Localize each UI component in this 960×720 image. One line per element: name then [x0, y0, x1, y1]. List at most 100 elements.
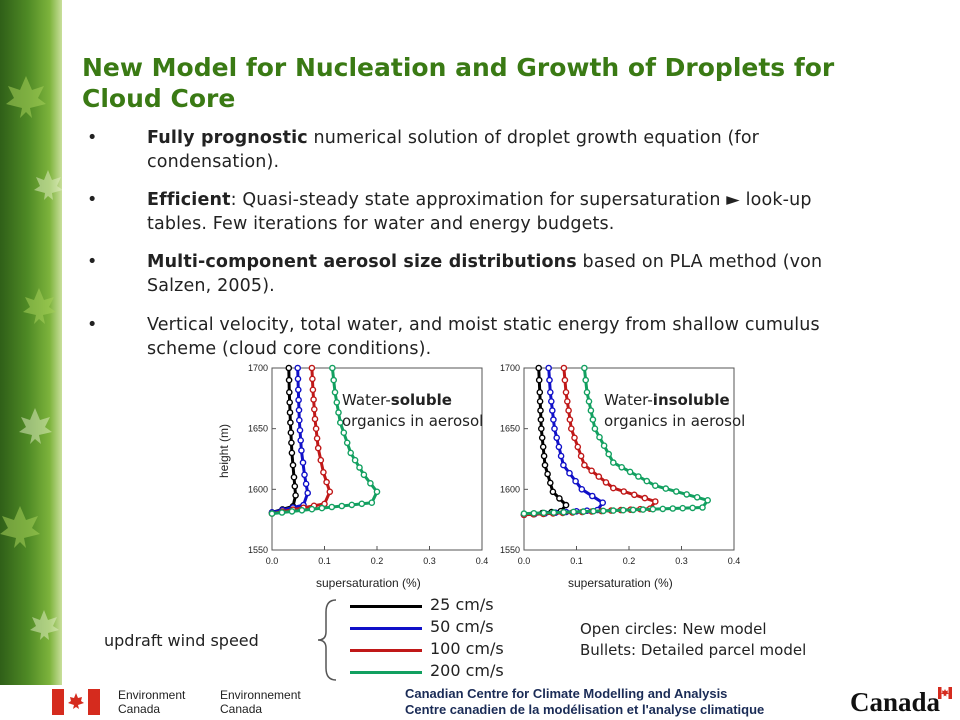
y-tick-label: 1600	[500, 484, 520, 494]
data-point	[553, 434, 560, 442]
data-point	[288, 508, 296, 515]
data-point	[550, 509, 558, 516]
data-point	[689, 504, 696, 512]
marker-notes: Open circles: New model Bullets: Detaile…	[580, 619, 806, 661]
bullet-rest-text: numerical solution of droplet growth equ…	[147, 128, 760, 172]
bullet-rest-text: Vertical velocity, total water, and mois…	[147, 315, 820, 359]
data-point	[546, 376, 553, 384]
data-point	[298, 447, 305, 454]
data-point	[290, 473, 298, 481]
y-tick-label: 1600	[248, 484, 268, 494]
bullet-rest-text: : Quasi-steady state approximation for s…	[147, 190, 812, 234]
maple-leaf-pattern-icon	[0, 76, 62, 640]
data-point	[599, 499, 606, 506]
x-tick-label: 0.3	[675, 556, 688, 566]
data-point	[659, 505, 667, 513]
data-point	[301, 471, 308, 479]
data-point	[580, 508, 587, 515]
data-point	[566, 416, 574, 423]
legend-swatch	[350, 605, 422, 608]
data-point	[297, 437, 304, 444]
data-point	[308, 505, 316, 513]
data-point	[549, 488, 557, 496]
data-point	[328, 503, 336, 511]
data-point	[358, 500, 366, 508]
data-point	[541, 461, 549, 469]
data-point	[540, 452, 548, 460]
data-point	[295, 396, 302, 404]
data-point	[309, 375, 316, 383]
data-point	[699, 504, 706, 511]
data-point	[581, 461, 588, 469]
data-point	[312, 425, 320, 432]
data-point	[587, 407, 595, 414]
data-point	[679, 504, 686, 512]
data-point	[289, 461, 297, 469]
data-point	[588, 467, 595, 475]
data-point	[651, 482, 659, 489]
data-point	[330, 376, 337, 384]
data-point	[335, 409, 342, 416]
data-point	[555, 443, 563, 451]
y-tick-label: 1650	[500, 424, 520, 434]
open-circles-note: Open circles: New model	[580, 620, 767, 638]
data-point	[309, 386, 317, 394]
note-suffix: organics in aerosol	[604, 412, 746, 430]
data-point	[538, 425, 545, 432]
data-point	[545, 364, 552, 372]
data-point	[296, 427, 304, 434]
data-point	[343, 439, 351, 447]
centre-name: Canadian Centre for Climate Modelling an…	[405, 686, 764, 718]
data-point	[609, 484, 617, 492]
dept-name-en: Environment Canada	[118, 688, 185, 716]
data-point	[368, 499, 376, 506]
footer-bar: Environment Canada Environnement Canada …	[0, 685, 960, 720]
data-point	[278, 509, 286, 516]
plot-frame	[523, 367, 735, 551]
data-point	[360, 471, 368, 479]
data-point	[304, 489, 311, 497]
data-point	[693, 493, 701, 501]
data-point	[643, 477, 651, 485]
data-point	[574, 443, 582, 451]
data-point	[630, 491, 638, 499]
note-suffix: organics in aerosol	[342, 412, 484, 430]
data-point	[291, 483, 299, 490]
note-bold: soluble	[390, 391, 452, 409]
note-prefix: Water-	[342, 391, 391, 409]
bullet-text: Efficient: Quasi-steady state approximat…	[147, 188, 867, 236]
data-point	[367, 480, 374, 487]
data-point	[641, 494, 649, 502]
data-point	[536, 388, 544, 396]
legend-swatch	[350, 649, 422, 652]
x-tick-label: 0.4	[728, 556, 741, 566]
data-point	[331, 388, 339, 396]
legend-group-label: updraft wind speed	[104, 631, 259, 650]
data-point	[286, 399, 294, 406]
canada-flag-icon	[52, 689, 100, 715]
data-point	[295, 406, 303, 414]
y-tick-label: 1550	[500, 545, 520, 555]
dept-en-line1: Environment	[118, 688, 186, 702]
data-point	[605, 450, 612, 458]
y-tick-label: 1700	[248, 363, 268, 373]
bullets-note: Bullets: Detailed parcel model	[580, 641, 807, 659]
data-point	[530, 509, 538, 517]
plot-frame	[271, 367, 483, 551]
data-point	[326, 488, 334, 496]
data-point	[596, 433, 603, 441]
data-point	[626, 468, 634, 476]
y-axis-label: height (m)	[217, 423, 231, 479]
data-point	[536, 398, 544, 405]
centre-name-en: Canadian Centre for Climate Modelling an…	[405, 686, 728, 701]
legend-label: 100 cm/s	[430, 639, 504, 658]
data-point	[287, 419, 294, 426]
data-point	[538, 434, 546, 442]
panel-note-soluble: Water-soluble organics in aerosol	[342, 390, 492, 432]
data-point	[560, 461, 567, 469]
data-point	[672, 488, 680, 495]
wordmark-flag-icon	[938, 687, 952, 699]
bullet-text: Vertical velocity, total water, and mois…	[147, 313, 867, 361]
data-point	[540, 509, 548, 517]
data-point	[298, 506, 306, 514]
